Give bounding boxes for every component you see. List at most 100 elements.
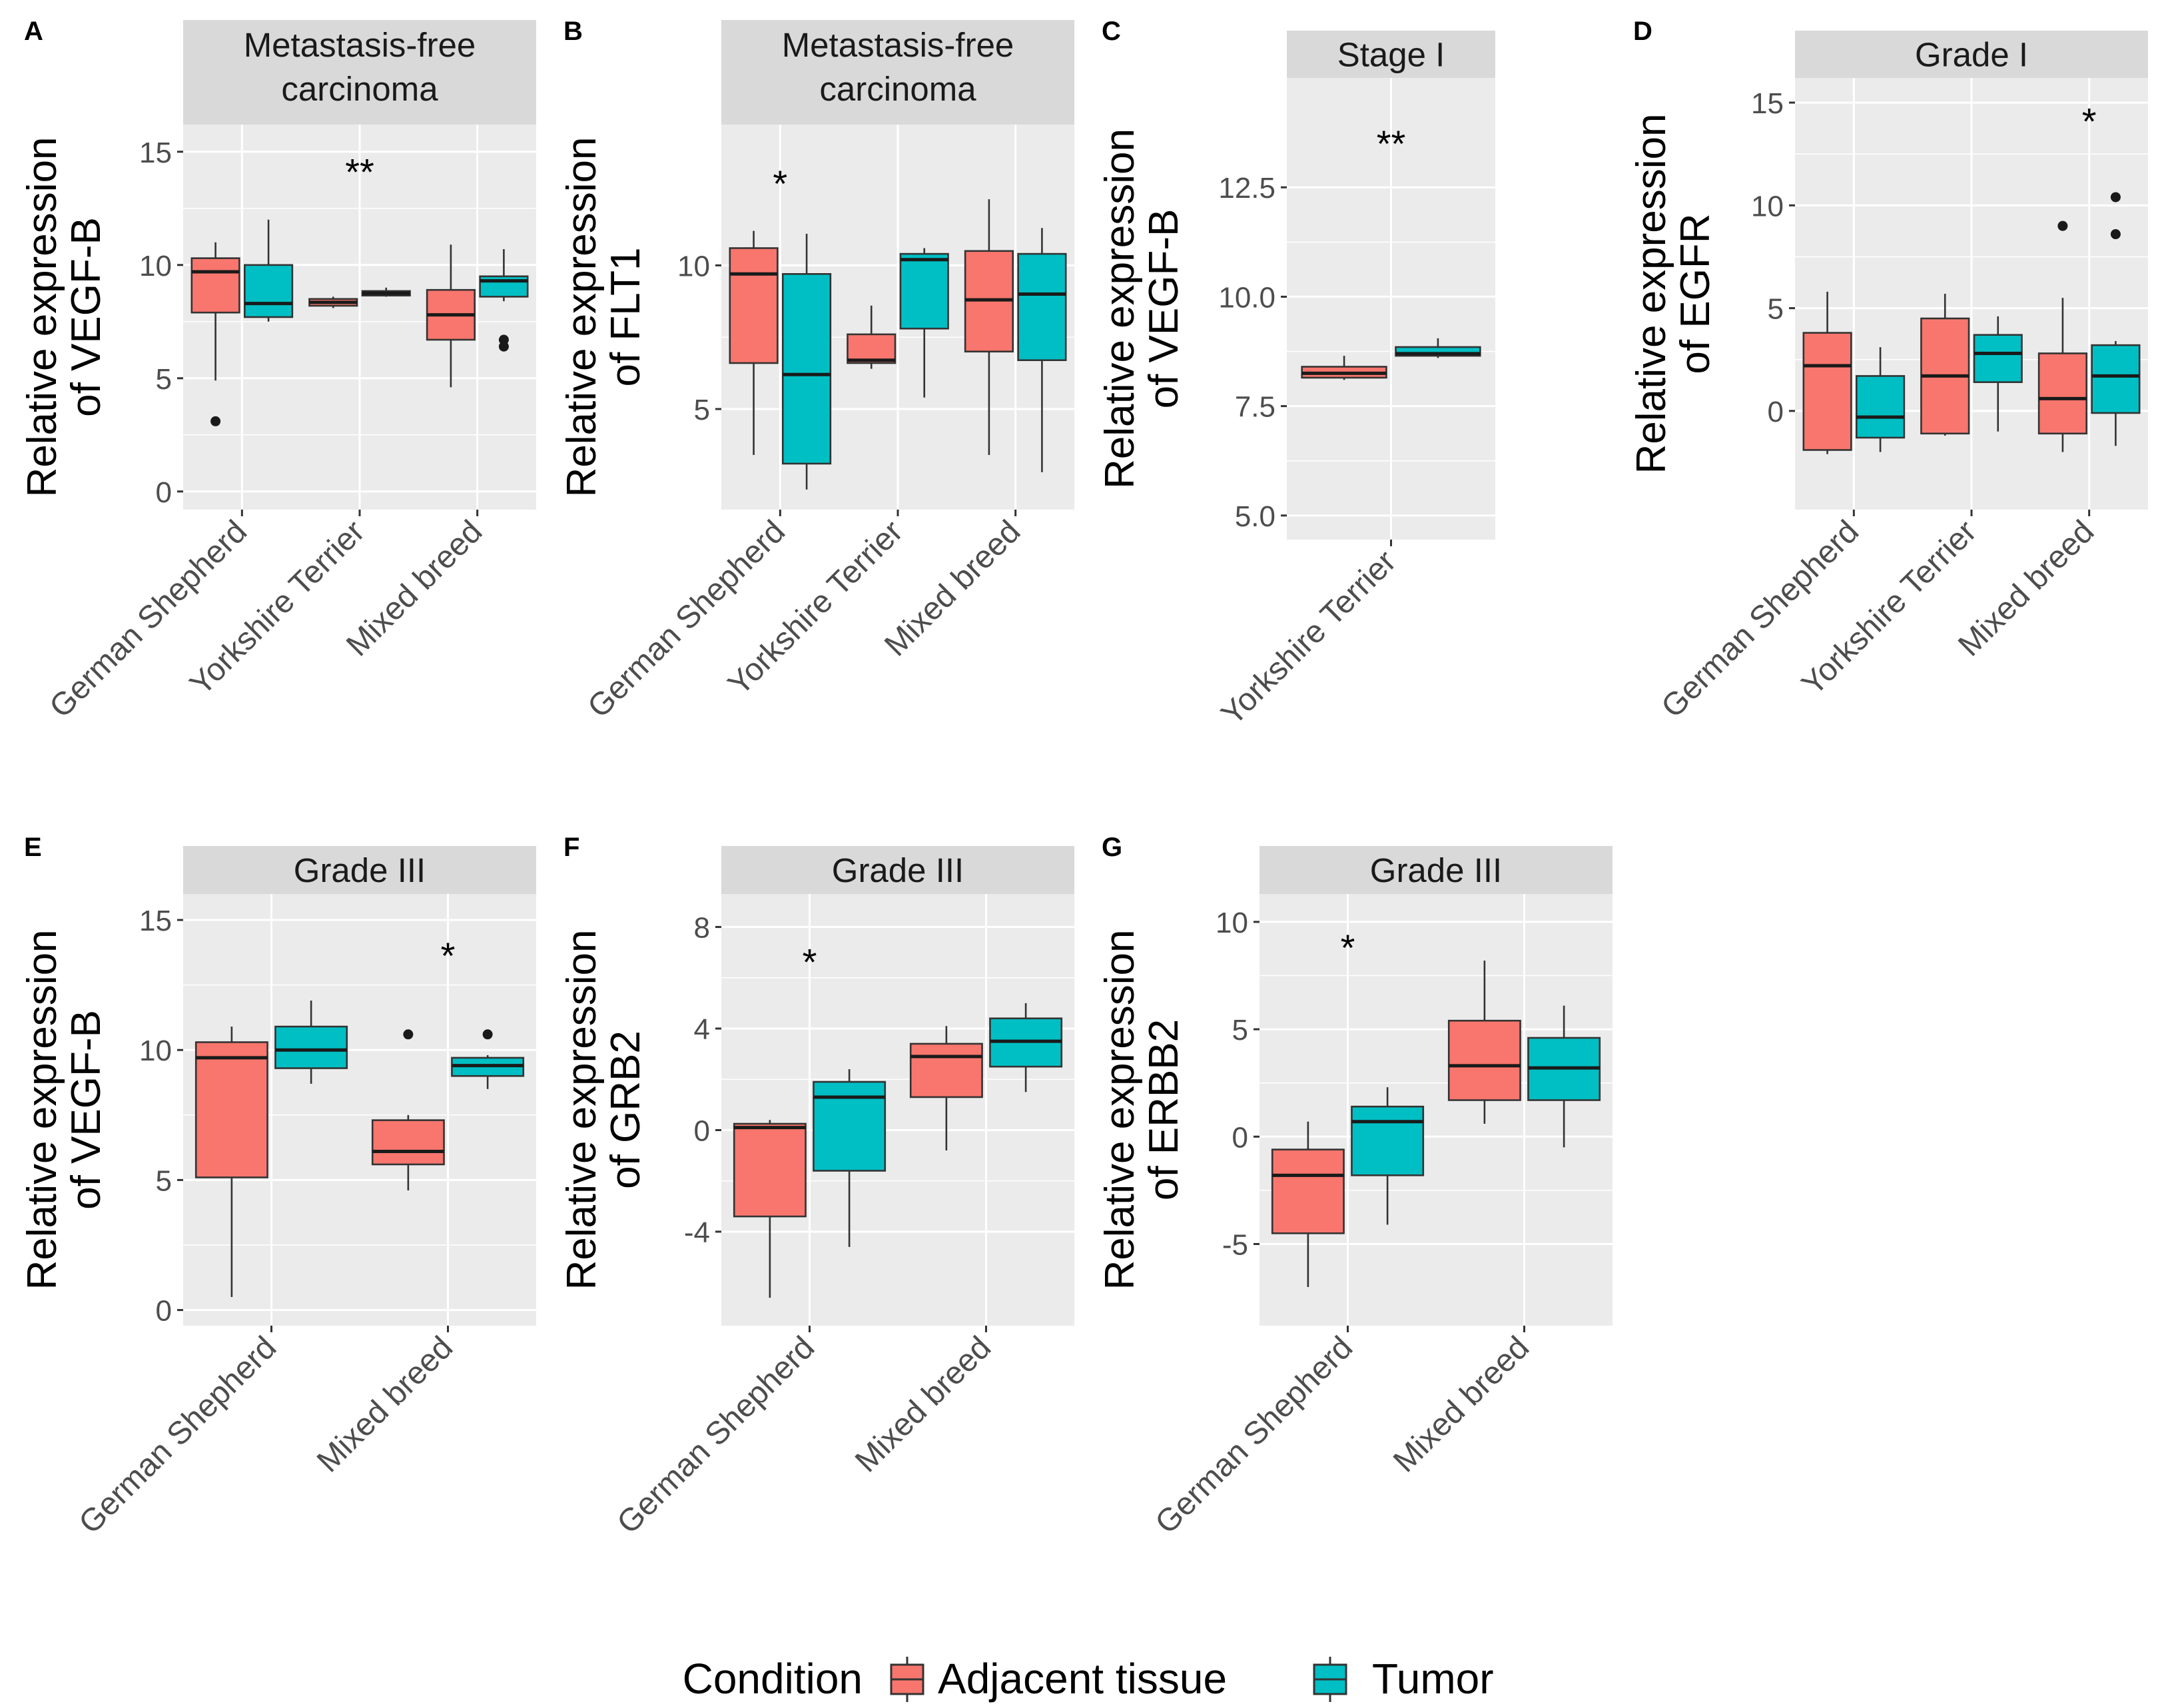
panel-b-box-adjacent-tissue-mixed-breed xyxy=(964,199,1014,456)
panel-a-box-tumor-german-shepherd-iqr xyxy=(244,264,294,318)
panel-a-y-tick-label: 0 xyxy=(156,476,172,509)
panel-d-x-tick-label: German Shepherd xyxy=(1654,514,1866,725)
panel-d-box-tumor-yorkshire-terrier xyxy=(1973,316,2023,432)
panel-b-y-tick-label: 10 xyxy=(677,250,710,282)
panel-f-box-tumor-mixed-breed xyxy=(989,1003,1063,1092)
panel-d-strip-title: Grade I xyxy=(1915,36,2028,74)
panel-e-strip xyxy=(183,846,536,894)
panel-c-y-tick-label: 7.5 xyxy=(1235,391,1275,424)
panel-b-strip xyxy=(721,20,1074,125)
legend-key-tumor xyxy=(1313,1657,1347,1702)
panel-f-x-tick-label: German Shepherd xyxy=(611,1330,822,1541)
panel-f-strip xyxy=(721,846,1074,894)
panel-d-box-tumor-yorkshire-terrier-iqr xyxy=(1973,334,2023,383)
panel-a-strip-title: Metastasis-free xyxy=(244,26,476,64)
panel-g-box-adjacent-tissue-german-shepherd xyxy=(1271,1121,1345,1287)
panel-c-box-tumor-yorkshire-terrier xyxy=(1395,338,1481,358)
panel-f-y-axis-label: Relative expression xyxy=(559,929,605,1290)
panel-b-box-adjacent-tissue-german-shepherd xyxy=(729,230,779,456)
panel-a-box-tumor-mixed-breed xyxy=(479,249,529,352)
panel-g-letter: G xyxy=(1102,833,1122,862)
panel-a-letter: A xyxy=(24,17,43,46)
panel-c-box-adjacent-tissue-yorkshire-terrier xyxy=(1301,356,1387,380)
panel-g-strip xyxy=(1259,846,1613,894)
panel-d-y-tick-label: 0 xyxy=(1768,396,1784,428)
panel-b-x-tick-label: German Shepherd xyxy=(581,514,792,725)
panel-e-y-tick-label: 10 xyxy=(139,1035,172,1067)
panels: Metastasis-free carcinoma 0 5 10 15 Relative e… xyxy=(19,17,2148,1541)
panel-d-box-tumor-mixed-breed-iqr xyxy=(2091,344,2141,414)
panel-c-strip xyxy=(1287,31,1495,78)
panel-c-y-axis-label: of VEGF-B xyxy=(1141,209,1187,409)
panel-e-x-tick-label: Mixed breed xyxy=(310,1330,460,1479)
panel-b: Metastasis-free carcinoma 5 10 Relative expr… xyxy=(559,17,1074,725)
panel-g-significance-marker: * xyxy=(1341,927,1355,969)
panel-c: Stage I 5.0 7.5 10.0 12.5 Relative expression… xyxy=(1097,17,1495,732)
panel-b-strip-title: Metastasis-free xyxy=(782,26,1014,64)
panel-e-x-tick-label: German Shepherd xyxy=(73,1330,284,1541)
panel-a-significance-marker: ** xyxy=(345,151,374,193)
panel-c-y-axis-label: Relative expression xyxy=(1097,129,1143,489)
panel-a-y-tick-label: 10 xyxy=(139,250,172,282)
panel-e-y-axis-label: Relative expression xyxy=(19,929,65,1290)
panel-a-box-tumor-mixed-breed-outlier xyxy=(498,341,509,352)
panel-c-y-tick-label: 10.0 xyxy=(1218,281,1275,314)
panel-d-box-tumor-mixed-breed xyxy=(2091,192,2141,446)
panel-g-box-adjacent-tissue-mixed-breed-iqr xyxy=(1447,1019,1521,1101)
panel-a-box-adjacent-tissue-german-shepherd xyxy=(190,242,240,426)
panel-f-box-tumor-german-shepherd xyxy=(813,1069,887,1247)
panel-g-plot-area xyxy=(1259,894,1613,1326)
panel-f-y-tick-label: 4 xyxy=(694,1013,710,1046)
panel-f-box-adjacent-tissue-mixed-breed-iqr xyxy=(909,1043,983,1098)
panel-a-y-axis-label: of VEGF-B xyxy=(63,217,109,417)
panel-d-box-tumor-german-shepherd-iqr xyxy=(1856,375,1906,439)
panel-f-box-adjacent-tissue-german-shepherd xyxy=(733,1120,807,1298)
panel-f-box-adjacent-tissue-german-shepherd-iqr xyxy=(733,1122,807,1218)
panel-f-box-adjacent-tissue-mixed-breed xyxy=(909,1026,983,1150)
panel-a-x-tick-label: German Shepherd xyxy=(43,514,254,725)
panel-c-y-tick-label: 12.5 xyxy=(1218,172,1275,205)
legend-label-adjacent: Adjacent tissue xyxy=(938,1655,1227,1703)
panel-e-box-adjacent-tissue-mixed-breed-iqr xyxy=(371,1119,445,1166)
panel-b-significance-marker: * xyxy=(773,163,787,205)
panel-c-significance-marker: ** xyxy=(1377,123,1406,165)
panel-e-y-tick-label: 5 xyxy=(156,1164,172,1197)
panel-g-y-tick-label: 10 xyxy=(1216,907,1248,939)
panel-b-box-adjacent-tissue-yorkshire-terrier xyxy=(847,305,897,369)
panel-b-box-tumor-mixed-breed-iqr xyxy=(1017,252,1067,362)
panel-d-box-adjacent-tissue-mixed-breed-iqr xyxy=(2037,352,2087,435)
panel-a-box-tumor-yorkshire-terrier xyxy=(361,287,411,297)
panel-b-box-tumor-yorkshire-terrier xyxy=(899,248,949,398)
panel-f-significance-marker: * xyxy=(803,941,817,983)
panel-d-y-tick-label: 5 xyxy=(1768,293,1784,326)
legend-key-adjacent xyxy=(890,1657,924,1702)
panel-b-box-adjacent-tissue-yorkshire-terrier-iqr xyxy=(847,333,897,364)
panel-f-y-tick-label: 0 xyxy=(694,1114,710,1147)
panel-e-y-tick-label: 0 xyxy=(156,1295,172,1328)
panel-f-y-tick-label: 8 xyxy=(694,912,710,945)
panel-g-x-tick-label: Mixed breed xyxy=(1387,1330,1536,1479)
panel-g-strip-title: Grade III xyxy=(1370,851,1502,889)
panel-d-box-tumor-german-shepherd xyxy=(1856,347,1906,452)
panel-e-box-tumor-mixed-breed xyxy=(451,1029,525,1089)
panel-d-y-tick-label: 15 xyxy=(1751,87,1784,120)
panel-g-y-axis-label: Relative expression xyxy=(1097,929,1143,1290)
panel-a-box-adjacent-tissue-german-shepherd-outlier xyxy=(210,416,221,426)
panel-e-significance-marker: * xyxy=(441,935,456,977)
panel-e-box-adjacent-tissue-mixed-breed-outlier xyxy=(403,1029,414,1040)
legend-title: Condition xyxy=(683,1655,863,1703)
panel-e-box-tumor-german-shepherd xyxy=(274,1001,348,1084)
panel-g-box-tumor-german-shepherd xyxy=(1351,1087,1425,1225)
panel-d-significance-marker: * xyxy=(2082,101,2097,143)
panel-d-box-tumor-mixed-breed-outlier xyxy=(2110,229,2121,240)
panel-b-box-tumor-mixed-breed xyxy=(1017,228,1067,472)
panel-b-y-axis-label: of FLT1 xyxy=(603,247,649,386)
panel-f-x-tick-label: Mixed breed xyxy=(849,1330,998,1479)
panel-b-box-tumor-german-shepherd-iqr xyxy=(782,272,832,465)
panel-d-strip xyxy=(1795,31,2148,78)
panel-g-box-adjacent-tissue-german-shepherd-iqr xyxy=(1271,1148,1345,1234)
panel-b-strip-title: carcinoma xyxy=(819,70,976,108)
panel-b-box-tumor-yorkshire-terrier-iqr xyxy=(899,252,949,330)
panel-d-y-tick-label: 10 xyxy=(1751,190,1784,222)
